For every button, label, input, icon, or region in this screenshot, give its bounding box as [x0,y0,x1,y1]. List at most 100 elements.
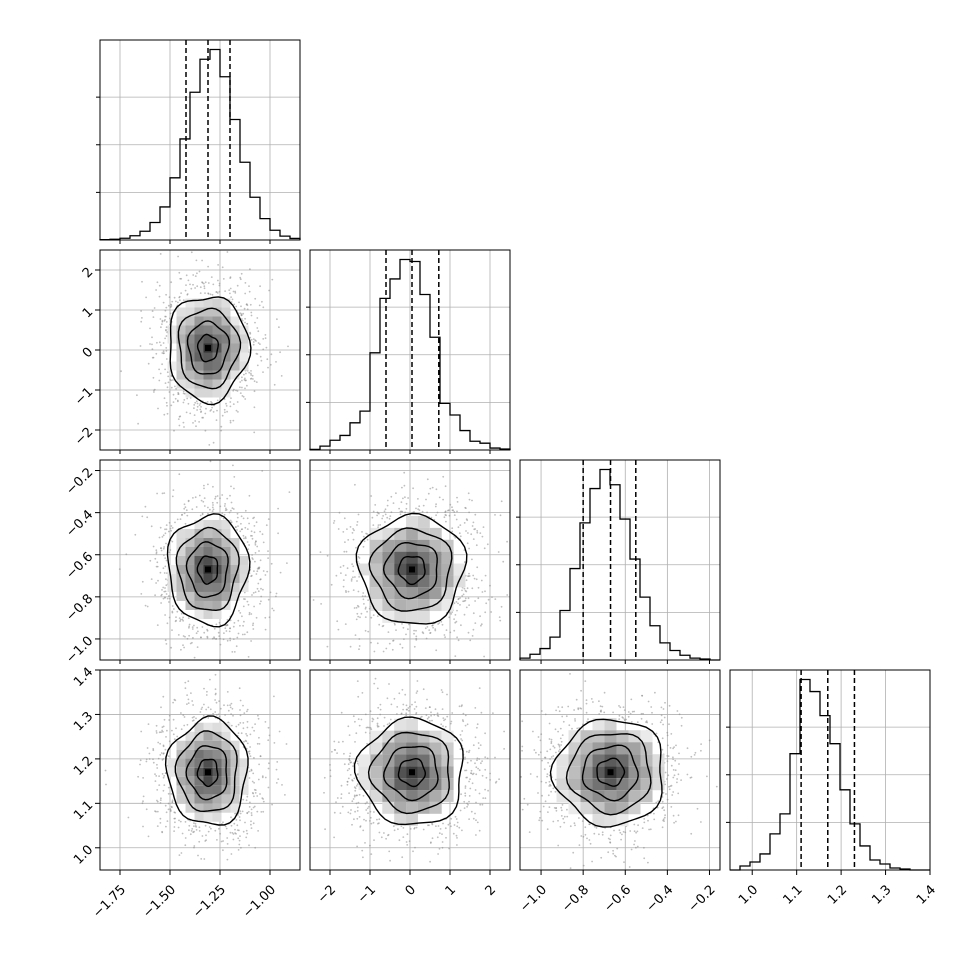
scatter-point [254,552,257,554]
scatter-point [254,542,257,544]
scatter-point [207,265,210,268]
scatter-point [260,811,263,813]
scatter-point [181,513,184,516]
scatter-point [367,630,370,633]
density-cell [167,325,177,335]
scatter-point [349,812,352,815]
scatter-point [249,331,252,334]
scatter-point [476,759,478,762]
scatter-point [588,823,591,826]
scatter-point [458,705,461,708]
scatter-point [465,530,467,532]
scatter-point [550,738,553,741]
scatter-point [167,792,170,795]
scatter-point [267,739,270,742]
scatter-point [258,304,261,307]
scatter-point [629,712,632,715]
scatter-point [401,486,403,489]
scatter-point [162,342,165,344]
scatter-point [437,853,439,855]
y-tick-label: −1.0 [63,634,96,667]
scatter-point [161,773,164,775]
contour-line [549,718,663,828]
x-tick-label: −0.8 [559,882,592,915]
scatter-point [259,578,262,581]
scatter-point [471,587,474,590]
scatter-point [250,613,253,615]
scatter-point [336,752,338,754]
scatter-point [242,605,245,608]
scatter-point [267,786,270,789]
scatter-point [244,292,247,295]
scatter-point [557,844,560,847]
scatter-point [249,268,251,271]
scatter-point [480,579,483,582]
scatter-point [404,496,406,499]
scatter-point [451,712,454,714]
scatter-point [463,561,466,564]
scatter-point [480,711,483,714]
scatter-point [222,821,224,824]
scatter-point [187,698,190,701]
scatter-point [670,806,673,808]
scatter-point [250,314,253,317]
scatter-point [206,690,208,693]
scatter-point [220,425,223,428]
density-cell [203,749,213,759]
scatter-point [674,759,677,762]
scatter-point [185,411,188,414]
scatter-point [559,737,562,740]
density-cell [221,794,231,804]
scatter-point [232,838,235,841]
scatter-point [163,572,166,574]
density-cell [604,778,617,791]
scatter-point [179,620,182,622]
density-cell [194,388,204,398]
scatter-point [393,697,396,700]
scatter-point [164,337,167,340]
scatter-point [217,631,220,634]
density-cell [185,379,195,389]
density-cell [429,754,442,767]
scatter-point [257,330,260,333]
scatter-point [406,844,409,846]
scatter-point [245,303,248,306]
scatter-point [662,723,664,726]
scatter-point [237,411,239,413]
scatter-point [255,616,258,619]
scatter-point [345,591,347,593]
scatter-point [160,549,163,552]
scatter-point [225,827,228,830]
scatter-point [408,709,410,712]
scatter-point [442,725,444,728]
scatter-point [183,399,186,401]
scatter-point [369,816,372,819]
scatter-point [235,819,238,821]
scatter-point [204,281,207,284]
scatter-point [161,729,164,732]
density-cell [176,334,186,344]
scatter-point [195,632,198,635]
scatter-point [191,626,194,628]
scatter-point [476,726,478,729]
scatter-point [358,557,361,559]
scatter-point [708,739,711,742]
scatter-point [200,411,202,413]
scatter-point [438,622,441,624]
scatter-point [209,678,211,681]
scatter-point [238,816,241,818]
y-tick-label: 1.0 [71,842,96,867]
scatter-point [550,740,553,743]
scatter-point [560,740,563,743]
scatter-point [550,742,553,745]
scatter-point [241,379,243,382]
scatter-point [559,748,561,751]
scatter-point [182,390,185,393]
scatter-point [194,822,197,825]
scatter-point [203,497,206,499]
scatter-point [458,532,461,535]
scatter-point [252,378,254,380]
scatter-point [460,624,462,627]
scatter-point [567,705,570,708]
scatter-point [466,802,468,805]
